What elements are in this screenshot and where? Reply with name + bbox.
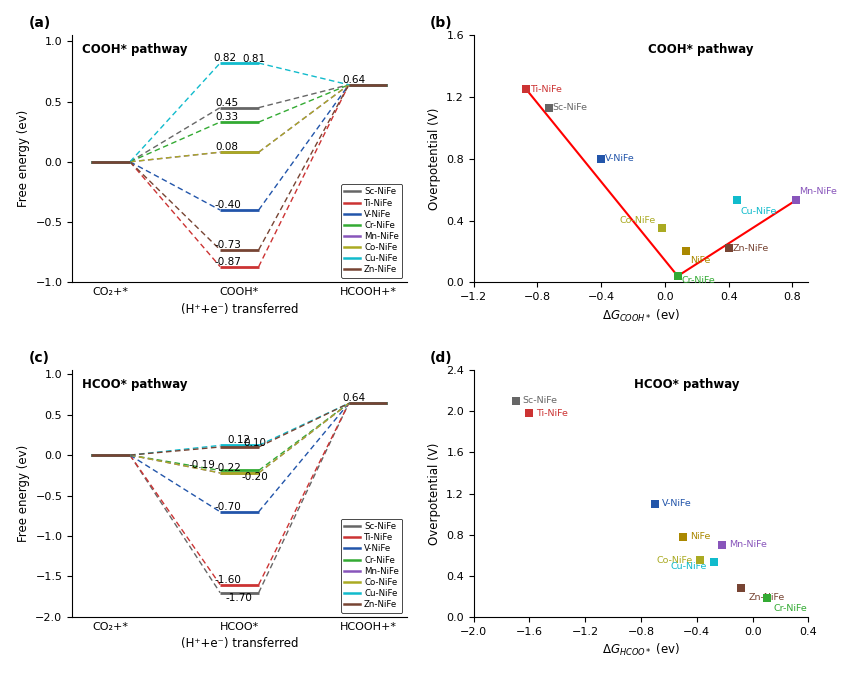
Y-axis label: Free energy (ev): Free energy (ev) xyxy=(16,445,30,542)
Legend: Sc-NiFe, Ti-NiFe, V-NiFe, Cr-NiFe, Mn-NiFe, Co-NiFe, Cu-NiFe, Zn-NiFe: Sc-NiFe, Ti-NiFe, V-NiFe, Cr-NiFe, Mn-Ni… xyxy=(341,518,403,613)
Text: 0.82: 0.82 xyxy=(214,53,237,63)
Point xyxy=(707,557,721,568)
Text: Mn-NiFe: Mn-NiFe xyxy=(728,541,767,549)
Text: -0.40: -0.40 xyxy=(215,200,242,210)
Text: COOH* pathway: COOH* pathway xyxy=(82,43,187,56)
Text: 0.10: 0.10 xyxy=(244,438,266,448)
Point xyxy=(520,84,534,95)
Text: 0.81: 0.81 xyxy=(242,54,265,64)
Text: (a): (a) xyxy=(28,16,50,30)
Text: -0.73: -0.73 xyxy=(215,240,242,250)
Point xyxy=(722,243,735,254)
Text: Cu-NiFe: Cu-NiFe xyxy=(670,562,706,570)
Point xyxy=(594,153,608,164)
Text: 0.64: 0.64 xyxy=(342,394,366,403)
Text: 0.12: 0.12 xyxy=(227,435,251,445)
Text: -1.70: -1.70 xyxy=(226,593,253,603)
Point xyxy=(522,408,536,418)
Text: Sc-NiFe: Sc-NiFe xyxy=(522,396,557,406)
X-axis label: (H⁺+e⁻) transferred: (H⁺+e⁻) transferred xyxy=(180,302,298,316)
Legend: Sc-NiFe, Ti-NiFe, V-NiFe, Cr-NiFe, Mn-NiFe, Co-NiFe, Cu-NiFe, Zn-NiFe: Sc-NiFe, Ti-NiFe, V-NiFe, Cr-NiFe, Mn-Ni… xyxy=(341,184,403,278)
Text: 0.64: 0.64 xyxy=(342,75,366,85)
Point xyxy=(679,246,693,256)
Text: Zn-NiFe: Zn-NiFe xyxy=(748,593,785,602)
Point xyxy=(509,396,522,406)
X-axis label: $\Delta G_{COOH*}$ (ev): $\Delta G_{COOH*}$ (ev) xyxy=(602,308,680,323)
Point xyxy=(648,498,662,509)
X-axis label: $\Delta G_{HCOO*}$ (ev): $\Delta G_{HCOO*}$ (ev) xyxy=(602,642,680,658)
Text: Zn-NiFe: Zn-NiFe xyxy=(733,244,769,253)
Text: 0.08: 0.08 xyxy=(215,142,238,152)
Point xyxy=(760,593,774,604)
Text: -1.60: -1.60 xyxy=(215,574,242,585)
Text: Co-NiFe: Co-NiFe xyxy=(657,556,693,565)
Text: HCOO* pathway: HCOO* pathway xyxy=(82,377,187,391)
Text: HCOO* pathway: HCOO* pathway xyxy=(634,377,740,391)
Text: -0.19: -0.19 xyxy=(188,460,215,470)
Point xyxy=(734,583,748,593)
Point xyxy=(789,195,803,206)
Text: -0.22: -0.22 xyxy=(215,463,242,473)
Y-axis label: Free energy (ev): Free energy (ev) xyxy=(17,110,30,207)
X-axis label: (H⁺+e⁻) transferred: (H⁺+e⁻) transferred xyxy=(180,637,298,651)
Text: Cr-NiFe: Cr-NiFe xyxy=(681,276,716,286)
Text: Sc-NiFe: Sc-NiFe xyxy=(552,103,587,113)
Text: Cu-NiFe: Cu-NiFe xyxy=(740,207,777,215)
Y-axis label: Overpotential (V): Overpotential (V) xyxy=(428,442,440,545)
Point xyxy=(655,223,669,234)
Text: NiFe: NiFe xyxy=(690,256,710,265)
Text: Ti-NiFe: Ti-NiFe xyxy=(530,85,562,94)
Text: Ti-NiFe: Ti-NiFe xyxy=(536,409,569,418)
Text: V-NiFe: V-NiFe xyxy=(662,500,692,508)
Text: 0.45: 0.45 xyxy=(215,98,238,107)
Text: Cr-NiFe: Cr-NiFe xyxy=(774,603,807,613)
Text: (d): (d) xyxy=(430,351,453,365)
Point xyxy=(542,103,556,113)
Point xyxy=(693,555,706,566)
Text: -0.70: -0.70 xyxy=(215,502,242,512)
Y-axis label: Overpotential (V): Overpotential (V) xyxy=(428,107,440,210)
Point xyxy=(730,195,744,206)
Text: -0.20: -0.20 xyxy=(242,472,268,482)
Point xyxy=(671,271,685,281)
Text: Co-NiFe: Co-NiFe xyxy=(619,216,656,225)
Text: (c): (c) xyxy=(28,351,50,365)
Text: NiFe: NiFe xyxy=(690,532,711,541)
Text: (b): (b) xyxy=(430,16,453,30)
Point xyxy=(715,539,728,550)
Text: Mn-NiFe: Mn-NiFe xyxy=(799,187,837,196)
Point xyxy=(676,531,690,542)
Text: V-NiFe: V-NiFe xyxy=(605,155,635,163)
Text: 0.33: 0.33 xyxy=(215,112,238,122)
Text: -0.87: -0.87 xyxy=(215,256,242,267)
Text: COOH* pathway: COOH* pathway xyxy=(648,43,753,56)
